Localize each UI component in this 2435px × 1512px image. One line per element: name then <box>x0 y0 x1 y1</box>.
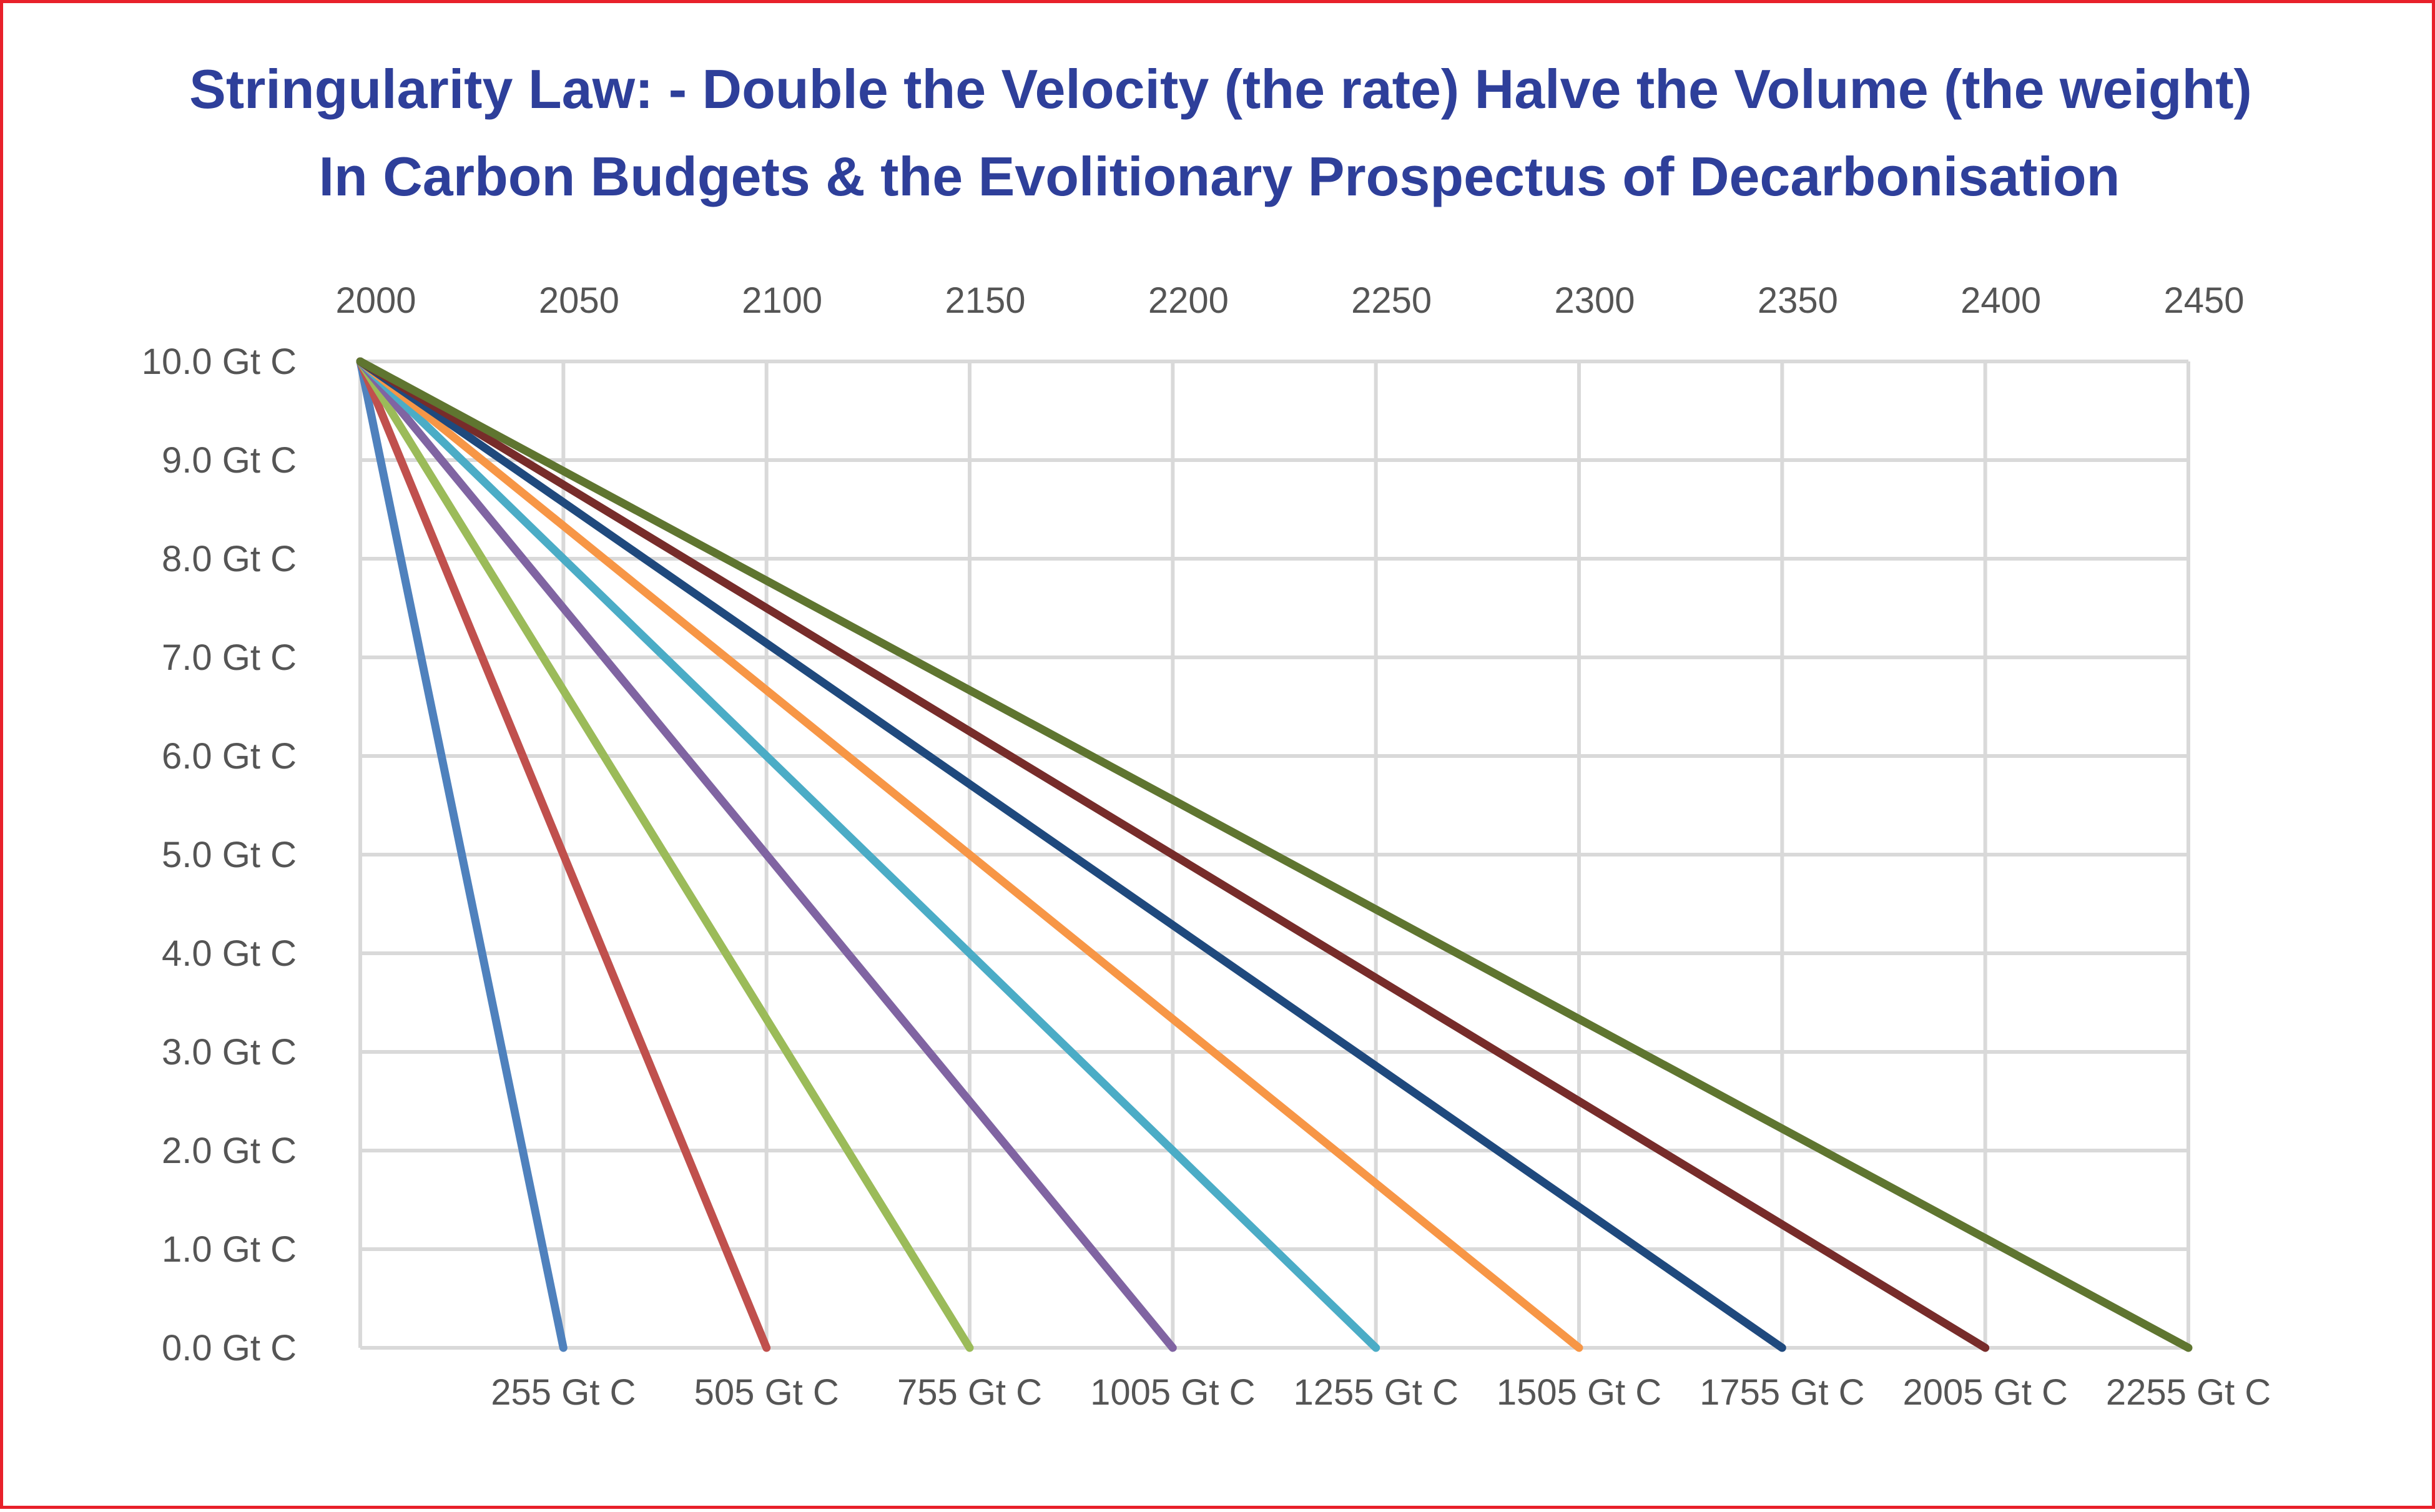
x-tick-label-top: 2400 <box>1960 280 2041 321</box>
y-tick-label: 4.0 Gt C <box>162 933 297 974</box>
x-tick-label-bottom: 755 Gt C <box>897 1372 1042 1413</box>
y-tick-label: 2.0 Gt C <box>162 1131 297 1171</box>
x-tick-label-bottom: 1005 Gt C <box>1090 1372 1255 1413</box>
axis-labels: 2000 2050 2100 2150 2200 2250 2300 2350 2400 2450… <box>142 280 2271 1413</box>
series-line-5 <box>356 357 1380 1352</box>
line-chart: Stringularity Law: - Double the Velocity… <box>142 58 2271 1413</box>
x-tick-label-bottom: 1755 Gt C <box>1700 1372 1864 1413</box>
series-line-7 <box>356 357 1786 1352</box>
x-tick-label-top: 2050 <box>539 280 619 321</box>
x-tick-label-bottom: 505 Gt C <box>694 1372 839 1413</box>
x-tick-label-bottom: 1255 Gt C <box>1293 1372 1458 1413</box>
y-tick-label: 7.0 Gt C <box>162 637 297 678</box>
y-tick-label: 9.0 Gt C <box>162 440 297 481</box>
x-tick-label-bottom: 255 Gt C <box>491 1372 636 1413</box>
x-tick-label-top: 2000 <box>335 280 416 321</box>
x-tick-label-top: 2100 <box>742 280 822 321</box>
x-tick-label-bottom: 2255 Gt C <box>2106 1372 2271 1413</box>
chart-title-line-2: In Carbon Budgets & the Evolitionary Pro… <box>319 145 2120 207</box>
x-tick-label-top: 2250 <box>1351 280 1432 321</box>
series-line-9 <box>356 357 2193 1352</box>
chart-title-line-1: Stringularity Law: - Double the Velocity… <box>189 58 2252 120</box>
y-tick-label: 1.0 Gt C <box>162 1229 297 1270</box>
series-line-8 <box>356 357 1990 1352</box>
x-tick-label-bottom: 1505 Gt C <box>1497 1372 1661 1413</box>
y-tick-label: 10.0 Gt C <box>142 341 297 382</box>
x-tick-label-top: 2300 <box>1554 280 1635 321</box>
y-tick-label: 8.0 Gt C <box>162 539 297 579</box>
y-tick-label: 5.0 Gt C <box>162 835 297 875</box>
x-tick-label-bottom: 2005 Gt C <box>1902 1372 2067 1413</box>
x-tick-label-top: 2150 <box>945 280 1025 321</box>
x-tick-label-top: 2450 <box>2163 280 2244 321</box>
x-tick-label-top: 2350 <box>1758 280 1838 321</box>
y-tick-label: 3.0 Gt C <box>162 1032 297 1073</box>
y-tick-label: 6.0 Gt C <box>162 736 297 777</box>
series-line-4 <box>356 357 1177 1352</box>
x-tick-label-top: 2200 <box>1148 280 1229 321</box>
series-line-3 <box>356 357 974 1352</box>
series-line-2 <box>356 357 771 1352</box>
series-lines <box>356 357 2193 1352</box>
series-line-6 <box>356 357 1583 1352</box>
series-line-1 <box>356 357 568 1352</box>
y-tick-label: 0.0 Gt C <box>162 1328 297 1368</box>
